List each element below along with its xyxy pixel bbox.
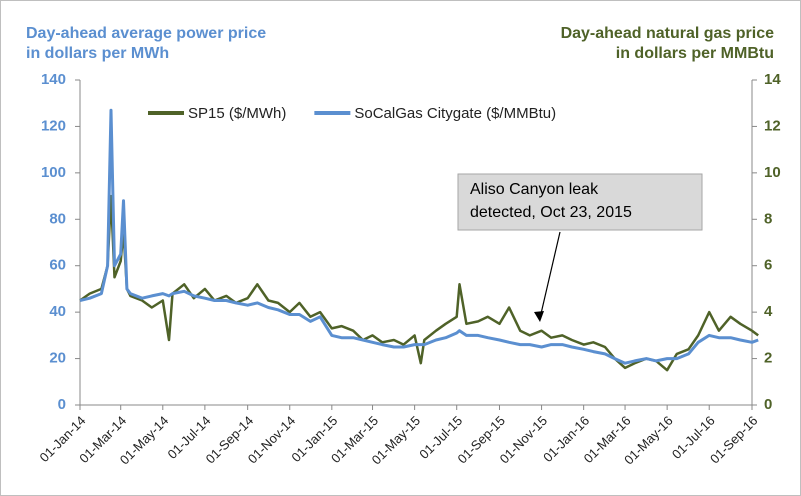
y-tick-label: 60 [49, 257, 66, 274]
y-tick-label: 0 [58, 396, 66, 413]
y2-tick-label: 8 [764, 210, 772, 227]
y2-tick-label: 4 [764, 303, 773, 320]
legend-label: SP15 ($/MWh) [188, 105, 286, 122]
y2-title: in dollars per MMBtu [616, 45, 774, 62]
annotation-arrow [539, 231, 561, 319]
y-tick-label: 120 [41, 117, 66, 134]
y2-tick-label: 12 [764, 117, 781, 134]
annotation: detected, Oct 23, 2015 [470, 204, 632, 221]
series-line [79, 108, 759, 365]
arrowhead [534, 311, 544, 322]
legend-label: SoCalGas Citygate ($/MMBtu) [354, 105, 556, 122]
y-tick-label: 100 [41, 164, 66, 181]
y-title: in dollars per MWh [26, 45, 169, 62]
annotation-box [457, 173, 703, 231]
series-line [79, 194, 759, 372]
y-tick-label: 20 [49, 350, 66, 367]
y-tick-label: 80 [49, 210, 66, 227]
y2-title: Day-ahead natural gas price [561, 25, 775, 42]
y2-tick-label: 6 [764, 257, 772, 274]
y-tick-label: 40 [49, 303, 66, 320]
y-tick-label: 140 [41, 71, 66, 88]
y2-tick-label: 14 [764, 71, 781, 88]
y2-tick-label: 10 [764, 164, 781, 181]
y2-tick-label: 2 [764, 350, 772, 367]
y2-tick-label: 0 [764, 396, 772, 413]
annotation: Aliso Canyon leak [470, 181, 599, 198]
y-title: Day-ahead average power price [26, 25, 266, 42]
